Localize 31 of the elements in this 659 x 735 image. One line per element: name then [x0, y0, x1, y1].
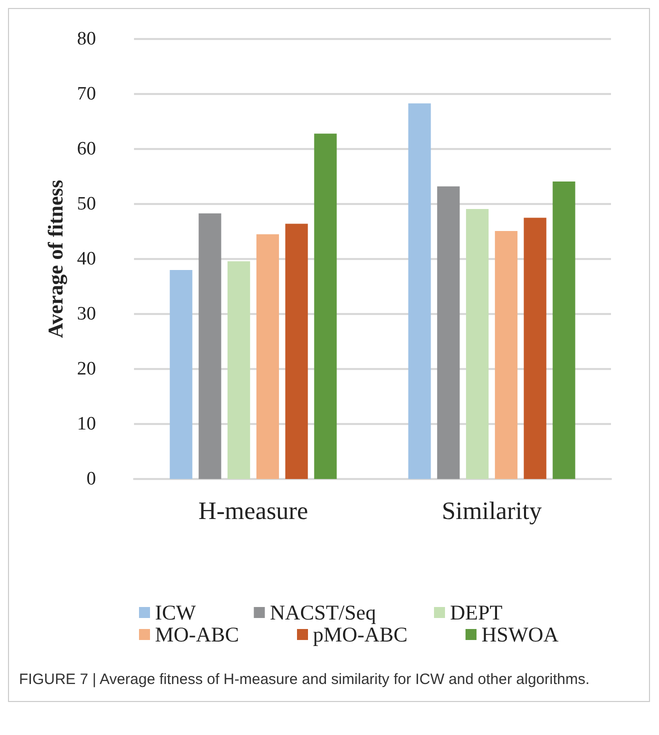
x-tick-label: Similarity: [442, 498, 542, 525]
legend-label: NACST/Seq: [270, 600, 376, 624]
bar: [466, 208, 489, 479]
y-tick-label: 70: [77, 84, 96, 104]
bar: [198, 213, 222, 479]
legend-label: DEPT: [450, 600, 503, 624]
bar: [494, 230, 518, 479]
x-tick-label: H-measure: [198, 498, 308, 525]
legend-label: MO-ABC: [155, 622, 240, 646]
legend-label: HSWOA: [482, 622, 560, 646]
bar: [285, 224, 308, 479]
bar: [408, 103, 431, 479]
y-tick-label: 20: [77, 358, 96, 380]
y-tick-label: 80: [77, 28, 96, 50]
bar: [552, 181, 576, 479]
bar: [170, 270, 192, 479]
y-tick-label: 40: [77, 248, 96, 270]
bar: [256, 234, 279, 479]
y-axis-title: Average of fitness: [44, 180, 68, 338]
y-tick-label: 30: [77, 304, 96, 324]
caption: FIGURE 7 | Average fitness of H-measure and similarity for ICW and other algorithms.: [18, 670, 590, 690]
y-tick-label: 60: [77, 138, 96, 160]
legend-label: pMO-ABC: [313, 622, 408, 646]
y-tick-label: 0: [86, 468, 96, 490]
y-tick-label: 10: [77, 414, 96, 434]
bar: [524, 218, 546, 479]
legend-label: ICW: [155, 600, 196, 624]
y-tick-label: 50: [77, 194, 96, 214]
bar: [437, 186, 460, 479]
bar: [228, 261, 250, 479]
bar: [314, 134, 337, 479]
